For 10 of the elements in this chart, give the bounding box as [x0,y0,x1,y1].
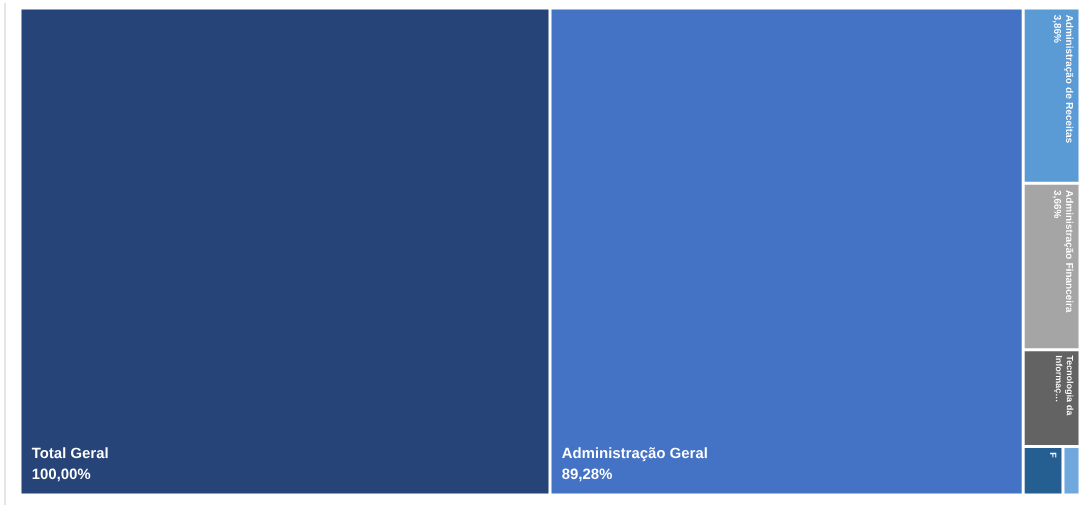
category-label: Total Geral [31,447,108,459]
data-label: 3,66% [1052,190,1062,219]
category-label: Administração Financeira [1064,190,1074,313]
data-label: 100,00% [32,468,91,482]
category-label: Administração de Receitas [1064,14,1074,143]
category-label: Administração Geral [562,447,707,462]
category-label: Tecnologia da Informaç… [1054,355,1074,416]
data-label: 3,86% [1052,14,1062,43]
category-label: F [1050,452,1057,458]
data-label: 89,28% [562,468,612,482]
